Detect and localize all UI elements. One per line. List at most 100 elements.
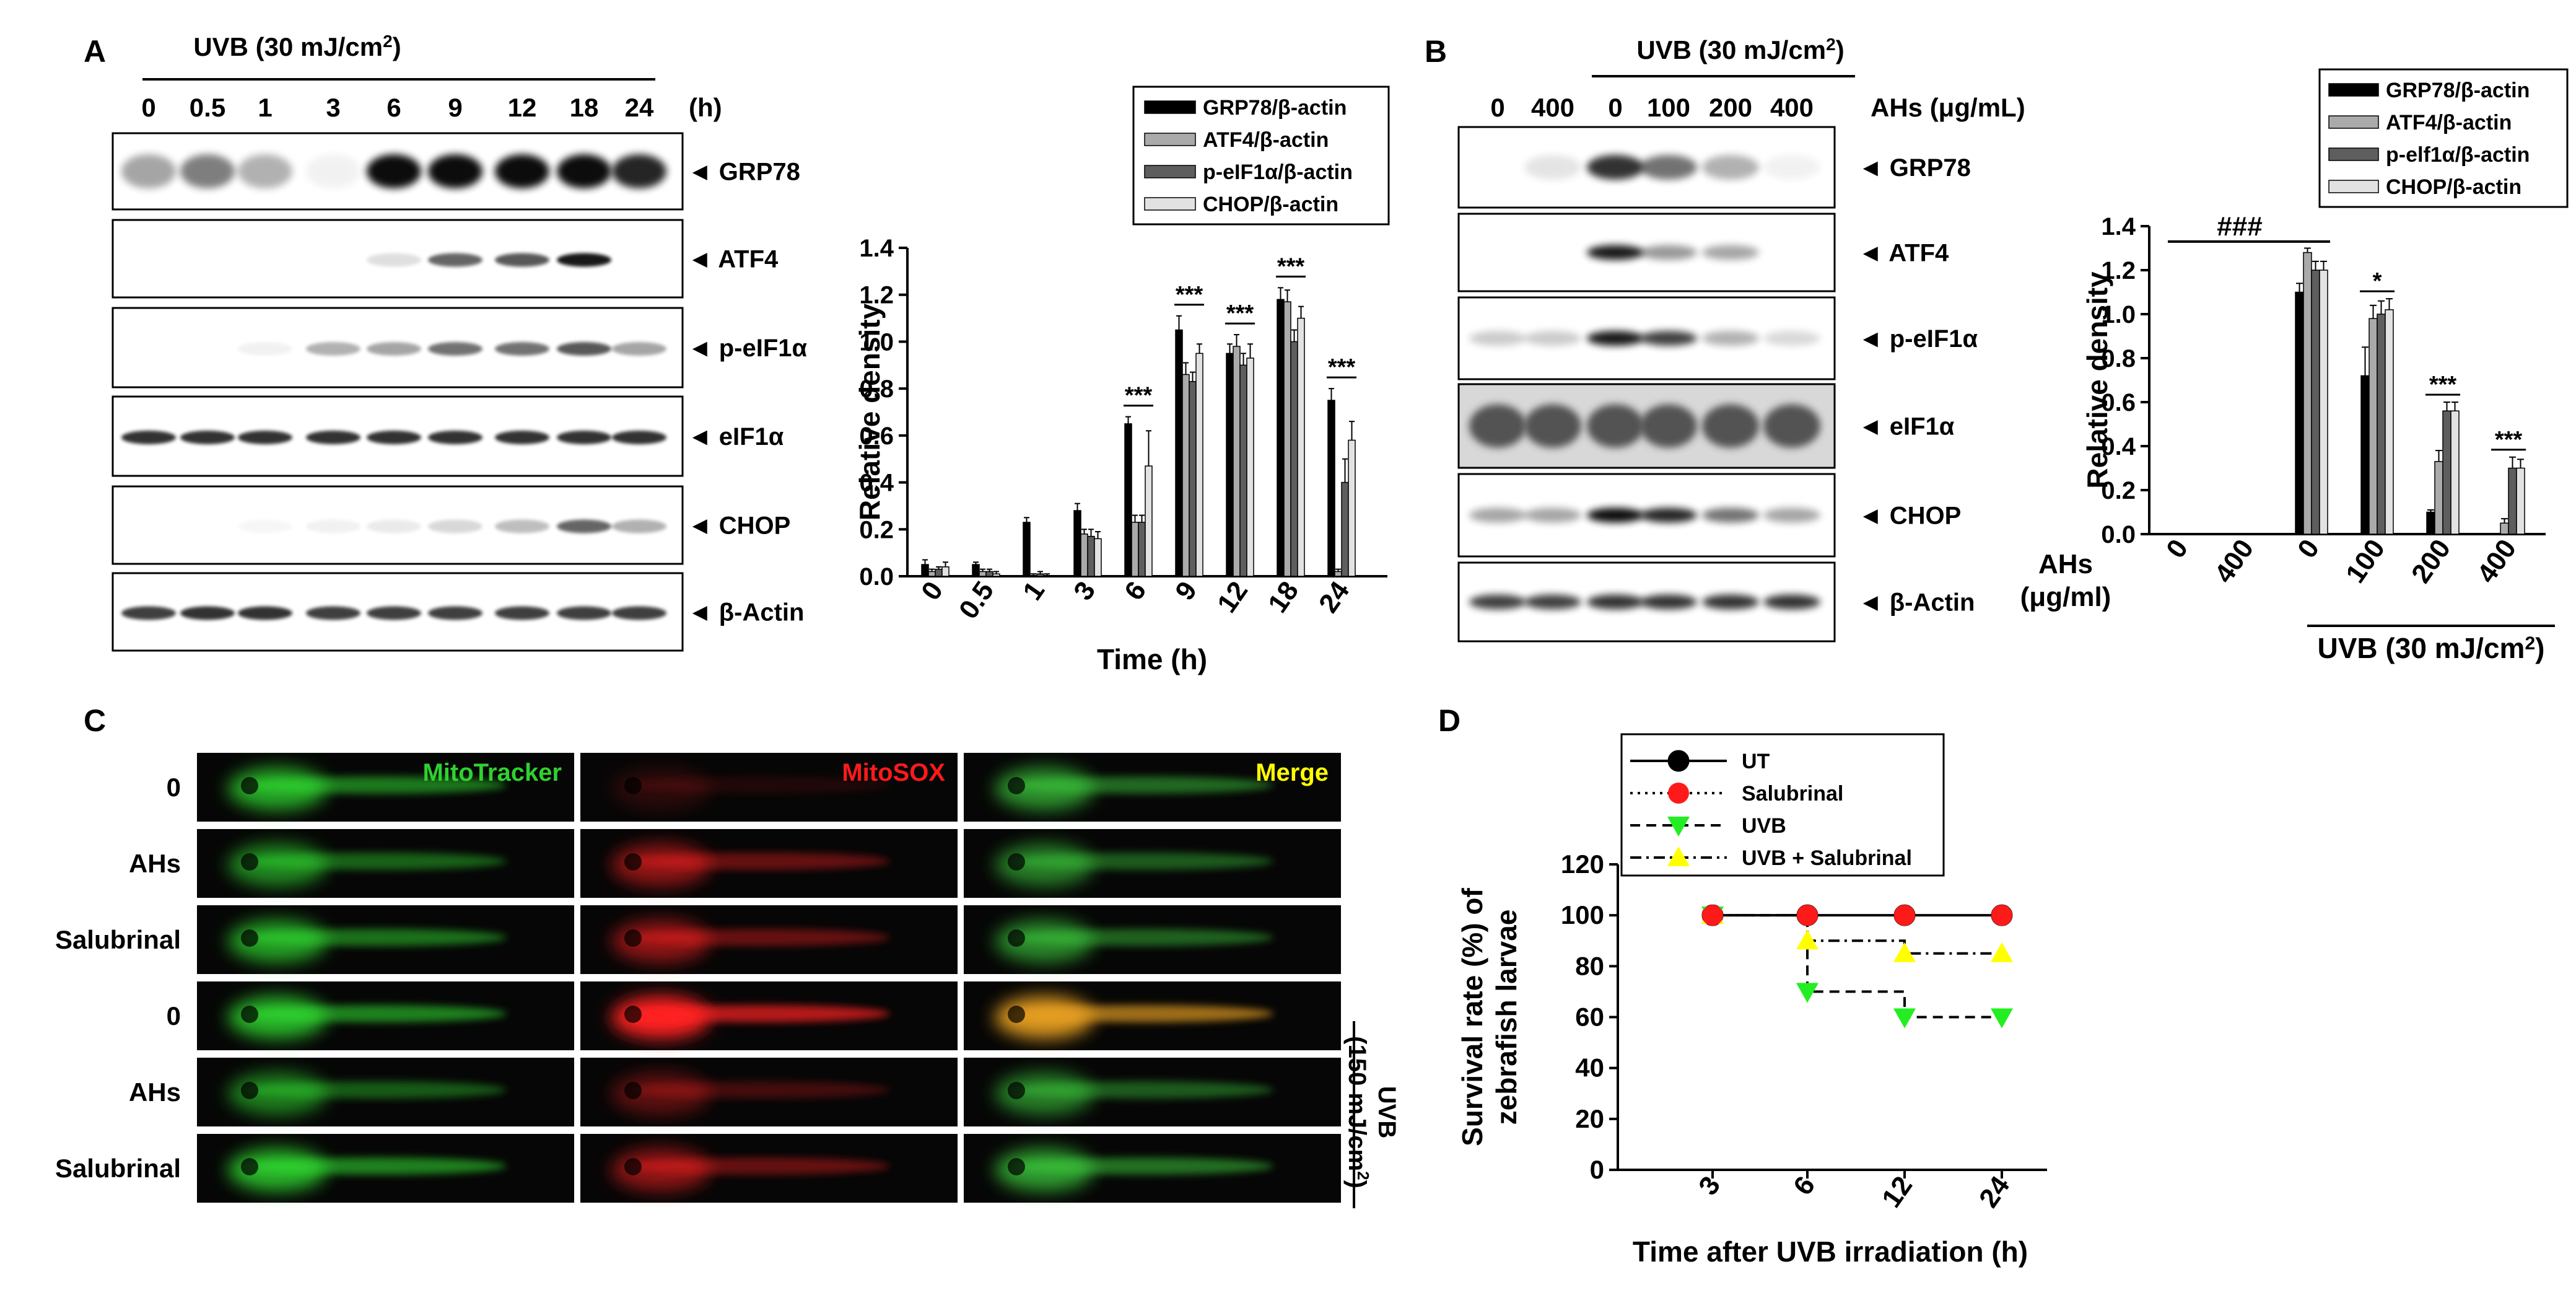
- panel-b-lane-label: 400: [1770, 93, 1814, 122]
- larva-eye: [241, 1006, 258, 1023]
- larva-eye: [1008, 1158, 1025, 1175]
- blot-band: [495, 519, 549, 533]
- data-point: [1893, 1008, 1916, 1029]
- series-line: [1713, 914, 2002, 1019]
- data-point: [1667, 750, 1690, 772]
- y-tick-label: 100: [1561, 900, 1604, 929]
- blot-band: [367, 606, 421, 620]
- blot-band: [1587, 404, 1644, 448]
- blot-band: [121, 431, 176, 444]
- blot-band: [495, 342, 549, 356]
- blot-band: [1587, 594, 1644, 610]
- bar: [2450, 410, 2460, 535]
- panel-c: C 0 AHs Salubrinal 0 AHs Salubrinal MitoTracke…: [55, 703, 1400, 1208]
- x-tick-label: 1: [1017, 576, 1050, 606]
- blot-band: [238, 606, 292, 620]
- bar: [1239, 364, 1247, 577]
- blot-band: [428, 154, 482, 188]
- panel-a-lane-label: 0.5: [190, 93, 225, 122]
- x-tick-label: 400: [2209, 534, 2259, 589]
- row-label: 0: [167, 773, 181, 802]
- blot-band: [1524, 507, 1581, 523]
- blot-band: [367, 253, 421, 267]
- bracket-mark: ###: [2217, 211, 2262, 242]
- y-tick-label: 60: [1575, 1003, 1604, 1032]
- bar: [1175, 329, 1183, 577]
- blot-band: [1702, 331, 1759, 346]
- bar: [1189, 381, 1197, 577]
- bar: [2311, 270, 2320, 535]
- x-tick-label: 0: [2160, 534, 2194, 564]
- blot-band: [1524, 331, 1581, 346]
- blot-label: ◄ p-eIF1α: [1858, 325, 1978, 353]
- larva-body: [1013, 1005, 1273, 1022]
- blot-band: [428, 431, 482, 444]
- blot-band: [1524, 594, 1581, 610]
- legend-swatch: [1144, 165, 1196, 178]
- blot-band: [1763, 594, 1820, 610]
- significance-mark: ***: [1226, 301, 1254, 327]
- legend-swatch: [1144, 133, 1196, 146]
- x-tick-label: 0: [2292, 534, 2325, 564]
- chart-d: 0 20 40 60 80 100 120 3 6 12 24 Time after UVB irra…: [1456, 733, 2047, 1268]
- bar: [2442, 410, 2452, 535]
- y-tick-label: 0.2: [2101, 477, 2136, 504]
- blot-band: [1702, 594, 1759, 610]
- bar: [979, 571, 987, 577]
- bar: [1080, 533, 1088, 577]
- larva-body: [630, 1157, 890, 1175]
- bar: [1023, 522, 1031, 577]
- significance-mark: *: [2373, 268, 2382, 294]
- data-point: [1893, 942, 1916, 962]
- axis-prefix-label: AHs: [2038, 549, 2093, 579]
- legend-swatch: [2328, 83, 2379, 97]
- blot-band: [557, 431, 611, 444]
- bar: [2508, 467, 2517, 535]
- bar: [1094, 538, 1102, 577]
- column-title: MitoSOX: [842, 759, 945, 786]
- column-title: MitoTracker: [422, 759, 562, 786]
- blot-band: [238, 154, 292, 188]
- blot-band: [612, 342, 666, 356]
- bar: [2295, 291, 2304, 535]
- legend-swatch: [2328, 180, 2379, 193]
- panel-b: B UVB (30 mJ/cm2) AHs (μg/mL) 0 400 0 100 20…: [1425, 34, 2025, 643]
- larva-eye: [1008, 1006, 1025, 1023]
- larva-eye: [1008, 1082, 1025, 1099]
- x-tick-label: 100: [2340, 534, 2391, 589]
- series-line: [1713, 914, 2002, 955]
- panel-a-lane-label: 3: [326, 93, 340, 122]
- bar: [2434, 461, 2443, 535]
- larva-body: [1013, 776, 1273, 794]
- bar: [985, 571, 993, 577]
- x-tick-label: 12: [1876, 1171, 1918, 1213]
- y-tick-label: 1.0: [2101, 301, 2136, 328]
- data-point: [1667, 846, 1690, 866]
- blot-band: [1702, 507, 1759, 523]
- larva-body: [247, 1157, 507, 1175]
- legend-swatch: [2328, 115, 2379, 129]
- blot-band: [612, 154, 666, 188]
- bar: [1087, 535, 1095, 577]
- panel-a-letter: A: [84, 34, 106, 69]
- bar: [1131, 522, 1139, 577]
- bar: [928, 571, 936, 577]
- panel-a-lane-label: 6: [386, 93, 401, 122]
- bar: [1226, 353, 1234, 577]
- blot-band: [306, 431, 360, 444]
- x-tick-label: 200: [2406, 534, 2456, 589]
- y-tick-label: 0.2: [859, 516, 894, 543]
- panel-b-lane-label: 100: [1647, 93, 1690, 122]
- panel-d: D: [1438, 703, 1460, 738]
- blot-band: [495, 154, 549, 188]
- blot-band: [1640, 331, 1697, 346]
- y-tick-label: 1.4: [2101, 213, 2136, 240]
- bar: [2377, 314, 2386, 535]
- panel-a: A UVB (30 mJ/cm2) (h) 0 0.5 1 3 6 9 12 18 24 ◄ G…: [84, 32, 807, 652]
- legend-label: Salubrinal: [1742, 782, 1843, 806]
- axis-prefix-unit: (μg/ml): [2020, 582, 2111, 612]
- legend-label: UVB + Salubrinal: [1742, 846, 1912, 870]
- blot-band: [180, 606, 235, 620]
- larva-body: [247, 1081, 507, 1099]
- bar: [1341, 481, 1349, 577]
